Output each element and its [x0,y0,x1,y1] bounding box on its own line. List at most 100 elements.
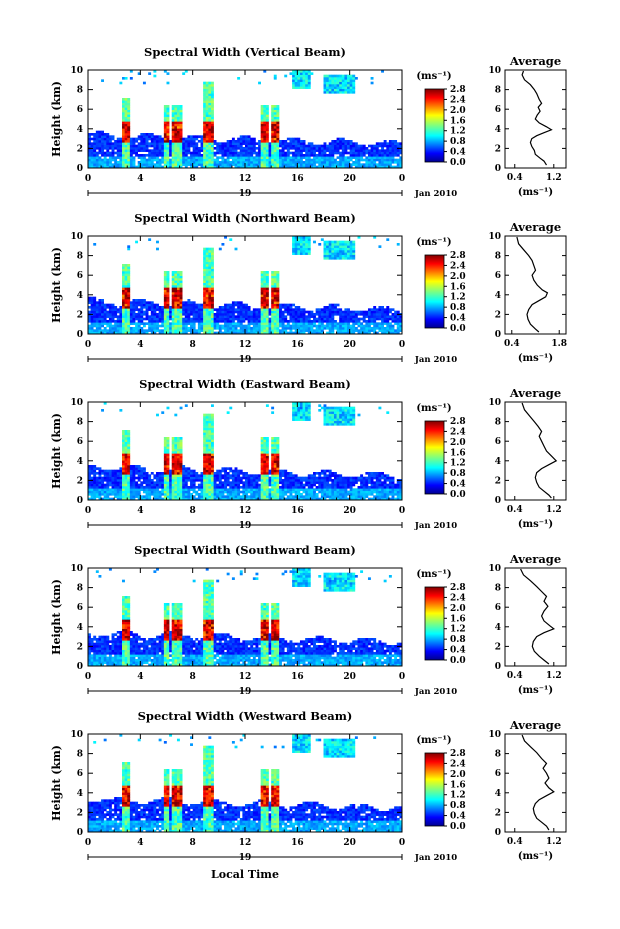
date-label: Jan 2010 [414,687,457,697]
profile-title: Average [509,220,561,234]
profile-frame [504,235,567,335]
colorbar-tick-label: 0.0 [450,158,466,168]
x-tick-label: 16 [291,174,304,184]
profile-frame [504,69,567,169]
colorbar-tick-label: 2.8 [450,583,466,593]
y-tick-label: 8 [77,252,83,262]
profile-frame [504,567,567,667]
profile-title: Average [509,718,561,732]
x-tick-label: 20 [343,672,356,682]
profile-x-tick-label: 1.2 [546,671,562,681]
colorbar-tick-label: 2.4 [450,427,466,437]
colorbar-tick-label: 0.4 [450,812,466,822]
day-label: 19 [239,853,252,863]
colorbar-tick-label: 1.2 [450,127,466,137]
y-tick-label: 2 [77,476,83,486]
x-tick-label: 12 [239,174,252,184]
colorbar [424,752,445,827]
x-tick-label: 12 [239,672,252,682]
heatmap-cells [88,734,403,833]
colorbar [424,586,445,661]
x-tick-label: 4 [137,838,143,848]
day-label: 19 [239,355,252,365]
colorbar-tick-label: 0.8 [450,303,466,313]
colorbar-tick-label: 0.8 [450,801,466,811]
profile-y-tick-label: 4 [495,125,501,135]
colorbar-tick-label: 1.2 [450,625,466,635]
y-tick-label: 2 [77,144,83,154]
y-tick-label: 2 [77,310,83,320]
x-tick-label: 8 [190,838,196,848]
day-label: 19 [239,189,252,199]
y-tick-label: 0 [77,330,83,340]
colorbar-unit: (ms⁻¹) [416,237,451,248]
profile-y-tick-label: 4 [495,623,501,633]
profile-y-tick-label: 8 [495,86,501,96]
colorbar-tick-label: 1.6 [450,614,466,624]
date-label: Jan 2010 [414,355,457,365]
y-tick-label: 6 [77,603,83,613]
profile-frame [504,401,567,501]
profile-y-tick-label: 6 [495,769,501,779]
profile-y-tick-label: 10 [488,730,501,740]
heatmap-cells [88,568,403,667]
profile-x-label: (ms⁻¹) [518,851,553,862]
x-tick-label: 0 [399,340,405,350]
x-tick-label: 4 [137,174,143,184]
colorbar-unit: (ms⁻¹) [416,71,451,82]
colorbar-tick-label: 1.6 [450,282,466,292]
y-tick-label: 0 [77,496,83,506]
panel-4: Spectral Width (Southward Beam)0 4 8 12 16 20… [50,543,567,697]
profile-line [516,236,549,333]
profile-title: Average [509,54,561,68]
y-axis-label: Height (km) [50,579,63,655]
y-tick-label: 2 [77,808,83,818]
y-tick-label: 2 [77,642,83,652]
profile-y-tick-label: 2 [495,476,501,486]
panel-title: Spectral Width (Westward Beam) [138,709,353,723]
x-tick-label: 12 [239,838,252,848]
panel-5: Spectral Width (Westward Beam) 0 4 8 12 16 20 0… [50,709,567,863]
day-label: 19 [239,687,252,697]
x-tick-label: 20 [343,838,356,848]
colorbar-tick-label: 0.0 [450,656,466,666]
colorbar-tick-label: 2.4 [450,95,466,105]
colorbar-tick-label: 1.2 [450,459,466,469]
panel-3: Spectral Width (Eastward Beam)0 4 8 12 16 20 0… [50,377,567,531]
colorbar-tick-label: 0.8 [450,137,466,147]
profile-x-tick-label: 1.2 [546,505,562,515]
profile-line [520,568,556,665]
panel-title: Spectral Width (Eastward Beam) [139,377,351,391]
date-label: Jan 2010 [414,853,457,863]
profile-title: Average [509,552,561,566]
profile-line [521,402,558,499]
colorbar-tick-label: 0.0 [450,822,466,832]
profile-y-tick-label: 10 [488,66,501,76]
profile-y-tick-label: 6 [495,105,501,115]
profile-y-tick-label: 6 [495,437,501,447]
colorbar-tick-label: 2.4 [450,759,466,769]
colorbar-tick-label: 1.2 [450,791,466,801]
x-tick-label: 0 [399,838,405,848]
colorbar-tick-label: 2.8 [450,251,466,261]
panel-title: Spectral Width (Southward Beam) [134,543,356,557]
day-label: 19 [239,521,252,531]
colorbar-tick-label: 1.6 [450,116,466,126]
x-tick-label: 8 [190,506,196,516]
colorbar-tick-label: 0.4 [450,148,466,158]
heatmap-cells [88,70,403,169]
profile-frame [504,733,567,833]
x-tick-label: 0 [399,672,405,682]
y-tick-label: 10 [70,398,83,408]
x-tick-label: 16 [291,838,304,848]
x-tick-label: 20 [343,174,356,184]
x-tick-label: 8 [190,340,196,350]
profile-y-tick-label: 8 [495,584,501,594]
y-axis-label: Height (km) [50,745,63,821]
heatmap-cells [88,236,403,335]
y-tick-label: 10 [70,232,83,242]
x-tick-label: 0 [85,672,91,682]
date-label: Jan 2010 [414,521,457,531]
x-tick-label: 16 [291,506,304,516]
